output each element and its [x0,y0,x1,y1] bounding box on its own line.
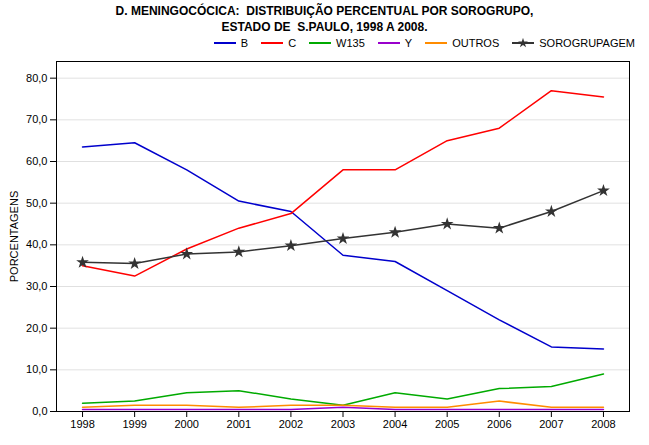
svg-text:2002: 2002 [279,418,303,430]
svg-text:30,0: 30,0 [26,280,47,292]
svg-text:2007: 2007 [539,418,563,430]
svg-text:70,0: 70,0 [26,114,47,126]
svg-text:40,0: 40,0 [26,239,47,251]
svg-text:50,0: 50,0 [26,197,47,209]
svg-text:0,0: 0,0 [32,405,47,417]
svg-text:2003: 2003 [331,418,355,430]
svg-text:20,0: 20,0 [26,322,47,334]
svg-text:1999: 1999 [122,418,146,430]
html-text:SOROGRUPAGEM: SOROGRUPAGEM [539,37,635,50]
svg-text:2001: 2001 [227,418,251,430]
svg-text:PORCENTAGENS: PORCENTAGENS [8,191,20,282]
html-text:C: C [288,37,297,50]
svg-text:1998: 1998 [70,418,94,430]
svg-text:2004: 2004 [383,418,407,430]
svg-text:80,0: 80,0 [26,72,47,84]
html-text:B: B [240,37,249,50]
html-text:OUTROS: OUTROS [452,37,500,50]
svg-text:2005: 2005 [435,418,459,430]
svg-text:2006: 2006 [487,418,511,430]
html-text:D. MENINGOCÓCICA: DISTRIBUIÇÃO: D. MENINGOCÓCICA: DISTRIBUIÇÃO PERCENTUA… [115,4,534,34]
svg-text:2000: 2000 [174,418,198,430]
html-text:Y: Y [404,37,413,50]
svg-text:2008: 2008 [591,418,615,430]
svg-text:10,0: 10,0 [26,364,47,376]
html-text:W135: W135 [336,37,365,50]
svg-text:60,0: 60,0 [26,155,47,167]
